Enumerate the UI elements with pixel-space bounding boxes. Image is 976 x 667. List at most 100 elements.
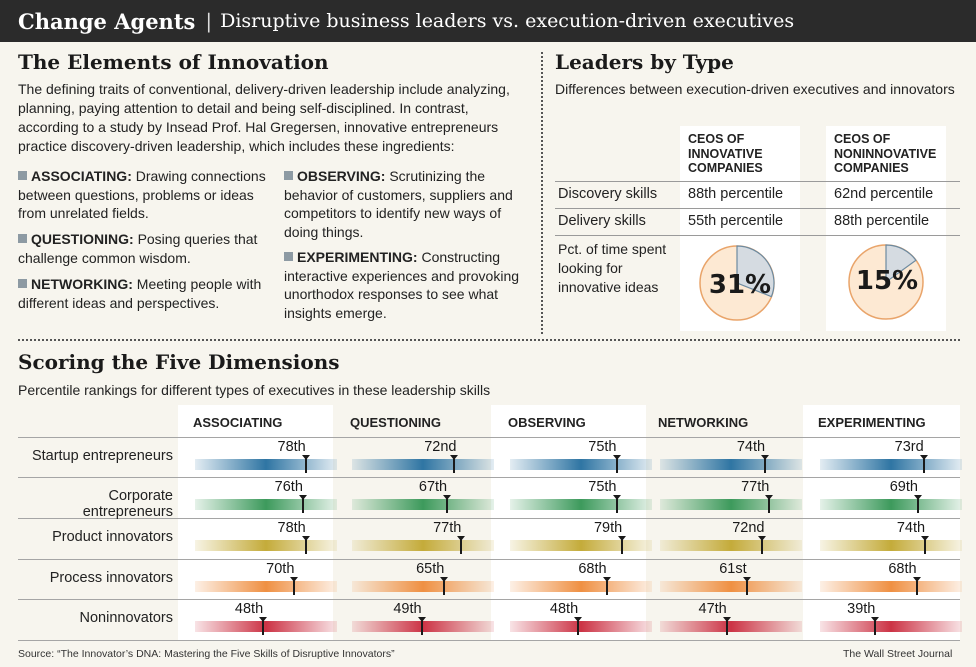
marker-triangle-icon — [919, 455, 928, 460]
percentile-marker — [764, 456, 767, 473]
percentile-marker — [460, 537, 463, 554]
pie-slice — [736, 245, 775, 298]
percentile-bar — [820, 621, 962, 632]
percentile-marker — [761, 537, 764, 554]
percentile-bar — [352, 540, 494, 551]
percentile-marker — [915, 578, 918, 595]
marker-triangle-icon — [290, 577, 299, 582]
percentile-marker — [453, 456, 456, 473]
percentile-value-label: 72nd — [424, 439, 457, 455]
marker-triangle-icon — [921, 536, 930, 541]
col-innovative-header: CEOS OF INNOVATIVE COMPANIES — [688, 132, 763, 175]
marker-triangle-icon — [450, 455, 459, 460]
percentile-bar — [352, 581, 494, 592]
marker-triangle-icon — [298, 495, 307, 500]
bullet-square-icon — [18, 234, 27, 243]
percentile-marker — [768, 496, 771, 513]
elements-title: The Elements of Innovation — [18, 50, 329, 74]
percentile-value-label: 69th — [889, 479, 918, 495]
dimension-column-box — [803, 405, 960, 640]
dimension-column-box — [178, 405, 333, 640]
col-noninnovative-header: CEOS OF NONINNOVATIVE COMPANIES — [834, 132, 937, 175]
percentile-bar — [195, 540, 337, 551]
percentile-marker — [443, 578, 446, 595]
marker-triangle-icon — [742, 577, 751, 582]
pie-innovative-label: 31% — [709, 270, 771, 300]
percentile-value-label: 47th — [698, 601, 727, 617]
leaders-section: Leaders by Type Differences between exec… — [555, 50, 960, 98]
marker-triangle-icon — [301, 536, 310, 541]
percentile-value-label: 70th — [266, 561, 295, 577]
element-observing: OBSERVING: Scrutinizing the behavior of … — [284, 167, 534, 241]
marker-triangle-icon — [301, 455, 310, 460]
percentile-bar — [195, 499, 337, 510]
dimension-header: NETWORKING — [658, 415, 749, 430]
percentile-value-label: 76th — [274, 479, 303, 495]
percentile-value-label: 68th — [888, 561, 917, 577]
percentile-marker — [922, 456, 925, 473]
leaders-divider — [555, 208, 960, 209]
percentile-value-label: 78th — [277, 439, 306, 455]
percentile-marker — [725, 618, 728, 635]
percentile-value-label: 67th — [418, 479, 448, 495]
marker-triangle-icon — [457, 536, 466, 541]
row-separator — [18, 599, 960, 600]
element-term: EXPERIMENTING: — [297, 249, 418, 265]
element-questioning: QUESTIONING: Posing queries that challen… — [18, 230, 276, 267]
discovery-innovative: 88th percentile — [688, 186, 784, 202]
percentile-bar — [352, 621, 494, 632]
percentile-marker — [304, 456, 307, 473]
row-separator — [18, 477, 960, 478]
marker-triangle-icon — [871, 617, 880, 622]
marker-triangle-icon — [612, 495, 621, 500]
percentile-bar — [660, 459, 802, 470]
percentile-marker — [924, 537, 927, 554]
percentile-bar — [660, 581, 802, 592]
element-term: QUESTIONING: — [31, 231, 134, 247]
marker-triangle-icon — [602, 577, 611, 582]
percentile-marker — [605, 578, 608, 595]
percentile-value-label: 73rd — [894, 439, 924, 455]
discovery-noninnovative: 62nd percentile — [834, 186, 934, 202]
percentile-marker — [301, 496, 304, 513]
percentile-bar — [820, 540, 962, 551]
marker-triangle-icon — [758, 536, 767, 541]
dimension-header: QUESTIONING — [350, 415, 442, 430]
pie-innovative — [699, 245, 775, 321]
element-experimenting: EXPERIMENTING: Constructing interactive … — [284, 248, 534, 322]
percentile-marker — [916, 496, 919, 513]
source-note: Source: “The Innovator’s DNA: Mastering … — [18, 648, 395, 660]
pie-noninnovative-label: 15% — [856, 266, 918, 296]
percentile-bar — [510, 540, 652, 551]
pie-slice — [885, 244, 917, 284]
percentile-value-label: 75th — [588, 439, 617, 455]
percentile-marker — [262, 618, 265, 635]
element-desc: Scrutinizing the behavior of customers, … — [284, 168, 513, 240]
percentile-bar — [820, 459, 962, 470]
percentile-value-label: 61st — [719, 561, 747, 577]
executive-type-label: Product innovators — [52, 529, 173, 545]
percentile-marker — [420, 618, 423, 635]
executive-type-label: Corporate entrepreneurs — [82, 488, 173, 520]
marker-triangle-icon — [440, 577, 449, 582]
percentile-value-label: 78th — [277, 520, 306, 536]
horizontal-divider — [18, 339, 960, 341]
percentile-bar — [660, 499, 802, 510]
marker-triangle-icon — [443, 495, 452, 500]
element-term: ASSOCIATING: — [31, 168, 132, 184]
percentile-bar — [195, 459, 337, 470]
percentile-value-label: 65th — [416, 561, 445, 577]
percentile-bar — [510, 499, 652, 510]
bullet-square-icon — [284, 252, 293, 261]
percentile-value-label: 77th — [433, 520, 462, 536]
percentile-marker — [621, 537, 624, 554]
percentile-marker — [446, 496, 449, 513]
percentile-bar — [195, 581, 337, 592]
bullet-square-icon — [18, 279, 27, 288]
pie-row-label: Pct. of time spent looking for innovativ… — [558, 241, 667, 295]
percentile-marker — [293, 578, 296, 595]
scoring-subtitle: Percentile rankings for different types … — [18, 382, 491, 398]
percentile-bar — [195, 621, 337, 632]
element-desc: Drawing connections between questions, p… — [18, 168, 266, 221]
